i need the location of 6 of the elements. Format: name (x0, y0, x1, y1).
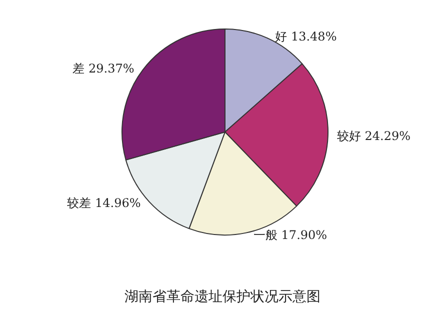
slice-label: 较差 14.96% (67, 196, 141, 210)
text: 湖南省革命遗址保护状况示意图 (124, 289, 320, 305)
slice-label: 好 13.48% (275, 29, 337, 44)
slice-label: 一般 17.90% (253, 228, 328, 242)
slice-label: 差 29.37% (72, 62, 134, 76)
slice-label: 较好 24.29% (336, 129, 410, 144)
